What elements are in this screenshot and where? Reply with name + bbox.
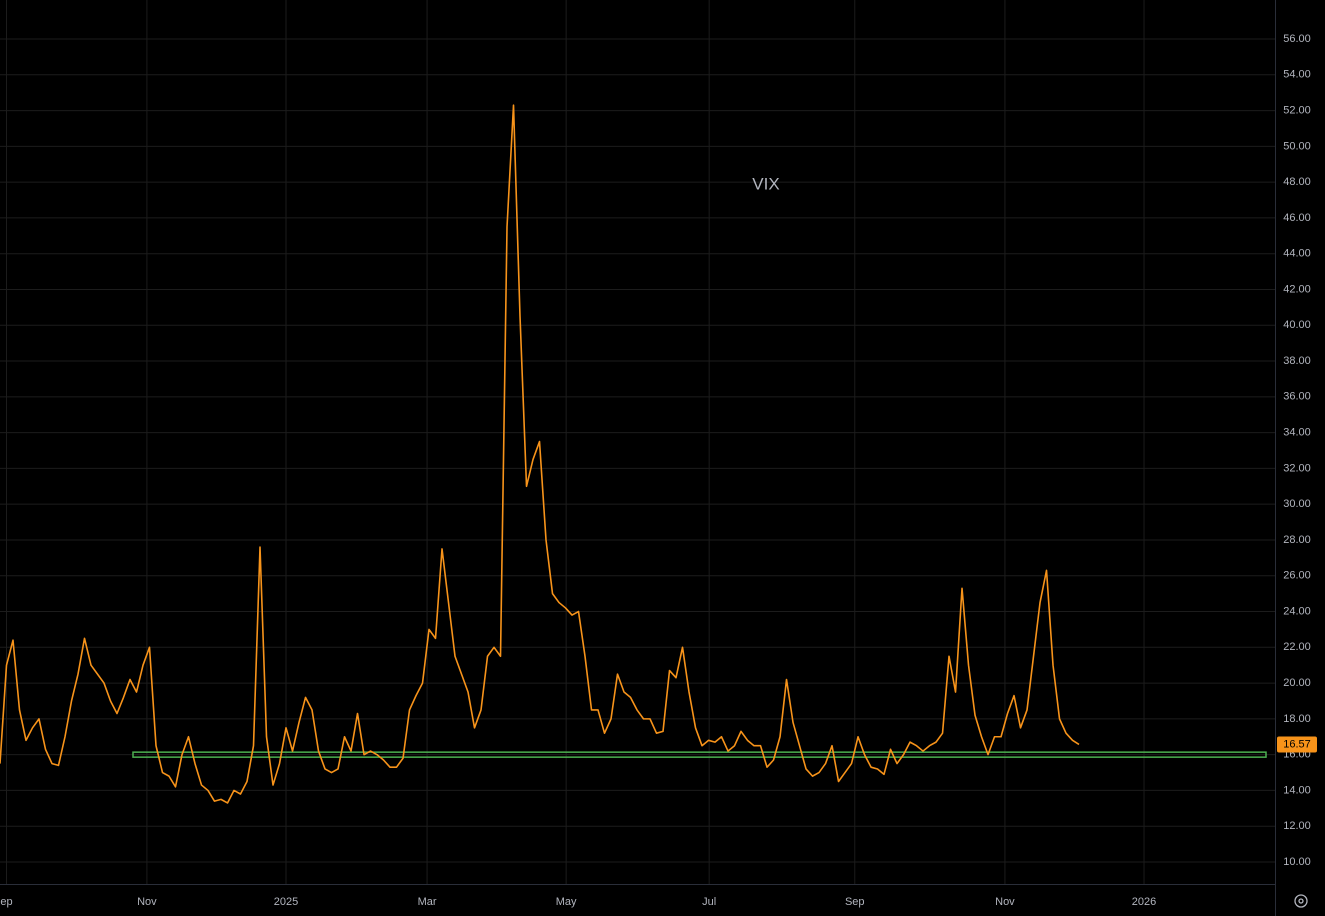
x-tick-label: Sep (845, 896, 865, 908)
y-tick-label: 22.00 (1283, 641, 1311, 653)
y-tick-label: 46.00 (1283, 212, 1311, 224)
y-tick-label: 40.00 (1283, 319, 1311, 331)
x-tick-label: Jul (702, 896, 716, 908)
y-tick-label: 36.00 (1283, 391, 1311, 403)
grid (0, 0, 1275, 884)
x-tick-label: Mar (418, 896, 437, 908)
y-tick-label: 52.00 (1283, 104, 1311, 116)
y-tick-label: 14.00 (1283, 784, 1311, 796)
y-tick-label: 18.00 (1283, 713, 1311, 725)
y-tick-label: 24.00 (1283, 605, 1311, 617)
y-tick-label: 56.00 (1283, 33, 1311, 45)
x-tick-label: 2025 (274, 896, 298, 908)
y-tick-label: 32.00 (1283, 462, 1311, 474)
y-tick-label: 20.00 (1283, 677, 1311, 689)
y-tick-label: 10.00 (1283, 856, 1311, 868)
settings-icon[interactable] (1294, 894, 1308, 908)
plot (0, 104, 1267, 804)
y-tick-label: 54.00 (1283, 69, 1311, 81)
y-tick-label: 34.00 (1283, 427, 1311, 439)
y-tick-label: 26.00 (1283, 570, 1311, 582)
x-tick-label: Nov (995, 896, 1015, 908)
legend-label: VIX (752, 174, 779, 193)
y-tick-label: 12.00 (1283, 820, 1311, 832)
x-tick-label: May (556, 896, 577, 908)
horizontal-line (132, 751, 1267, 758)
settings-icon-core[interactable] (1298, 898, 1304, 904)
y-tick-label: 28.00 (1283, 534, 1311, 546)
x-tick-label: 2026 (1132, 896, 1156, 908)
x-tick-label: Nov (137, 896, 157, 908)
y-tick-label: 50.00 (1283, 140, 1311, 152)
last-value-label: 16.57 (1283, 738, 1311, 750)
y-tick-label: 30.00 (1283, 498, 1311, 510)
x-tick-label: ep (0, 896, 12, 908)
y-tick-label: 48.00 (1283, 176, 1311, 188)
y-tick-label: 44.00 (1283, 248, 1311, 260)
series-line (0, 104, 1080, 804)
settings-icon-ring[interactable] (1294, 894, 1308, 908)
y-tick-label: 42.00 (1283, 283, 1311, 295)
last-value-box (1277, 736, 1317, 753)
y-tick-label: 38.00 (1283, 355, 1311, 367)
